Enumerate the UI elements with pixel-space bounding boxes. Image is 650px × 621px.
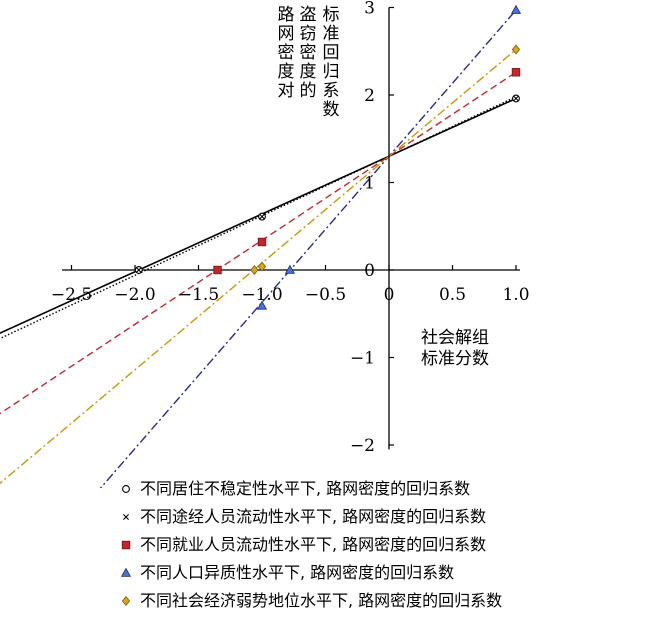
x-tick-label: 0.5 bbox=[439, 285, 466, 305]
series-line-5 bbox=[0, 48, 517, 485]
x-tick-label: 1.0 bbox=[502, 285, 529, 305]
legend-marker-5 bbox=[121, 595, 131, 607]
series-3-point-3 bbox=[511, 68, 521, 77]
legend-marker-2 bbox=[123, 514, 129, 520]
y-tick-label: 1 bbox=[364, 174, 375, 194]
legend-entry-3: 不同就业人员流动性水平下, 路网密度的回归系数 bbox=[140, 535, 486, 554]
x-tick-label: −2.0 bbox=[114, 285, 155, 305]
series-markers bbox=[134, 4, 522, 310]
series-4-point-2 bbox=[284, 264, 296, 274]
legend-entry-4: 不同人口异质性水平下, 路网密度的回归系数 bbox=[140, 563, 454, 582]
series-5-point-2 bbox=[250, 264, 259, 276]
series-5-point-3 bbox=[511, 44, 521, 55]
series-2-point-2 bbox=[135, 267, 142, 273]
x-axis-label-line: 标准分数 bbox=[421, 349, 489, 369]
series-2-point-1 bbox=[259, 213, 265, 220]
series-4-point-3 bbox=[510, 4, 522, 14]
legend-marker-1 bbox=[122, 485, 130, 493]
legend-entry-1: 不同居住不稳定性水平下, 路网密度的回归系数 bbox=[140, 479, 470, 498]
y-axis-label-column: 路网密度对 bbox=[278, 5, 295, 101]
series-line-1 bbox=[0, 97, 517, 335]
series-3-point-2 bbox=[213, 265, 222, 275]
y-tick-label: −1 bbox=[350, 349, 375, 369]
y-axis-label-column: 标准回归系数 bbox=[323, 5, 340, 120]
series-2-point-3 bbox=[513, 95, 519, 102]
series-line-4 bbox=[99, 9, 517, 488]
series-3-point-1 bbox=[257, 237, 267, 247]
series-5-point-1 bbox=[257, 261, 267, 272]
series-4-point-1 bbox=[256, 300, 268, 310]
x-tick-label: −1.5 bbox=[178, 285, 219, 305]
x-tick-label: −0.5 bbox=[305, 285, 346, 305]
x-tick-label: 0 bbox=[384, 285, 395, 305]
y-tick-label: 3 bbox=[364, 0, 375, 19]
x-axis-label-line: 社会解组 bbox=[421, 328, 489, 348]
y-tick-label: −2 bbox=[350, 436, 375, 456]
legend-entry-5: 不同社会经济弱势地位水平下, 路网密度的回归系数 bbox=[140, 591, 502, 610]
x-tick-label: −2.5 bbox=[51, 285, 92, 305]
series-line-3 bbox=[0, 71, 517, 415]
axis-labels: −2.5 −2.0 −1.5 −1.0 −0.5 0 0.5 1.0 −2 −1 0 1 2 3 路网密度对… bbox=[51, 0, 530, 456]
y-axis-label-column: 盗窃密度的 bbox=[300, 5, 317, 101]
legend-entry-2: 不同途经人员流动性水平下, 路网密度的回归系数 bbox=[140, 507, 486, 526]
y-tick-label: 2 bbox=[364, 86, 375, 106]
x-tick-label: −1.0 bbox=[241, 285, 282, 305]
legend-marker-3 bbox=[121, 540, 131, 550]
legend-marker-4 bbox=[120, 567, 132, 577]
series-line-2 bbox=[0, 96, 517, 340]
y-tick-label: 0 bbox=[364, 261, 375, 281]
